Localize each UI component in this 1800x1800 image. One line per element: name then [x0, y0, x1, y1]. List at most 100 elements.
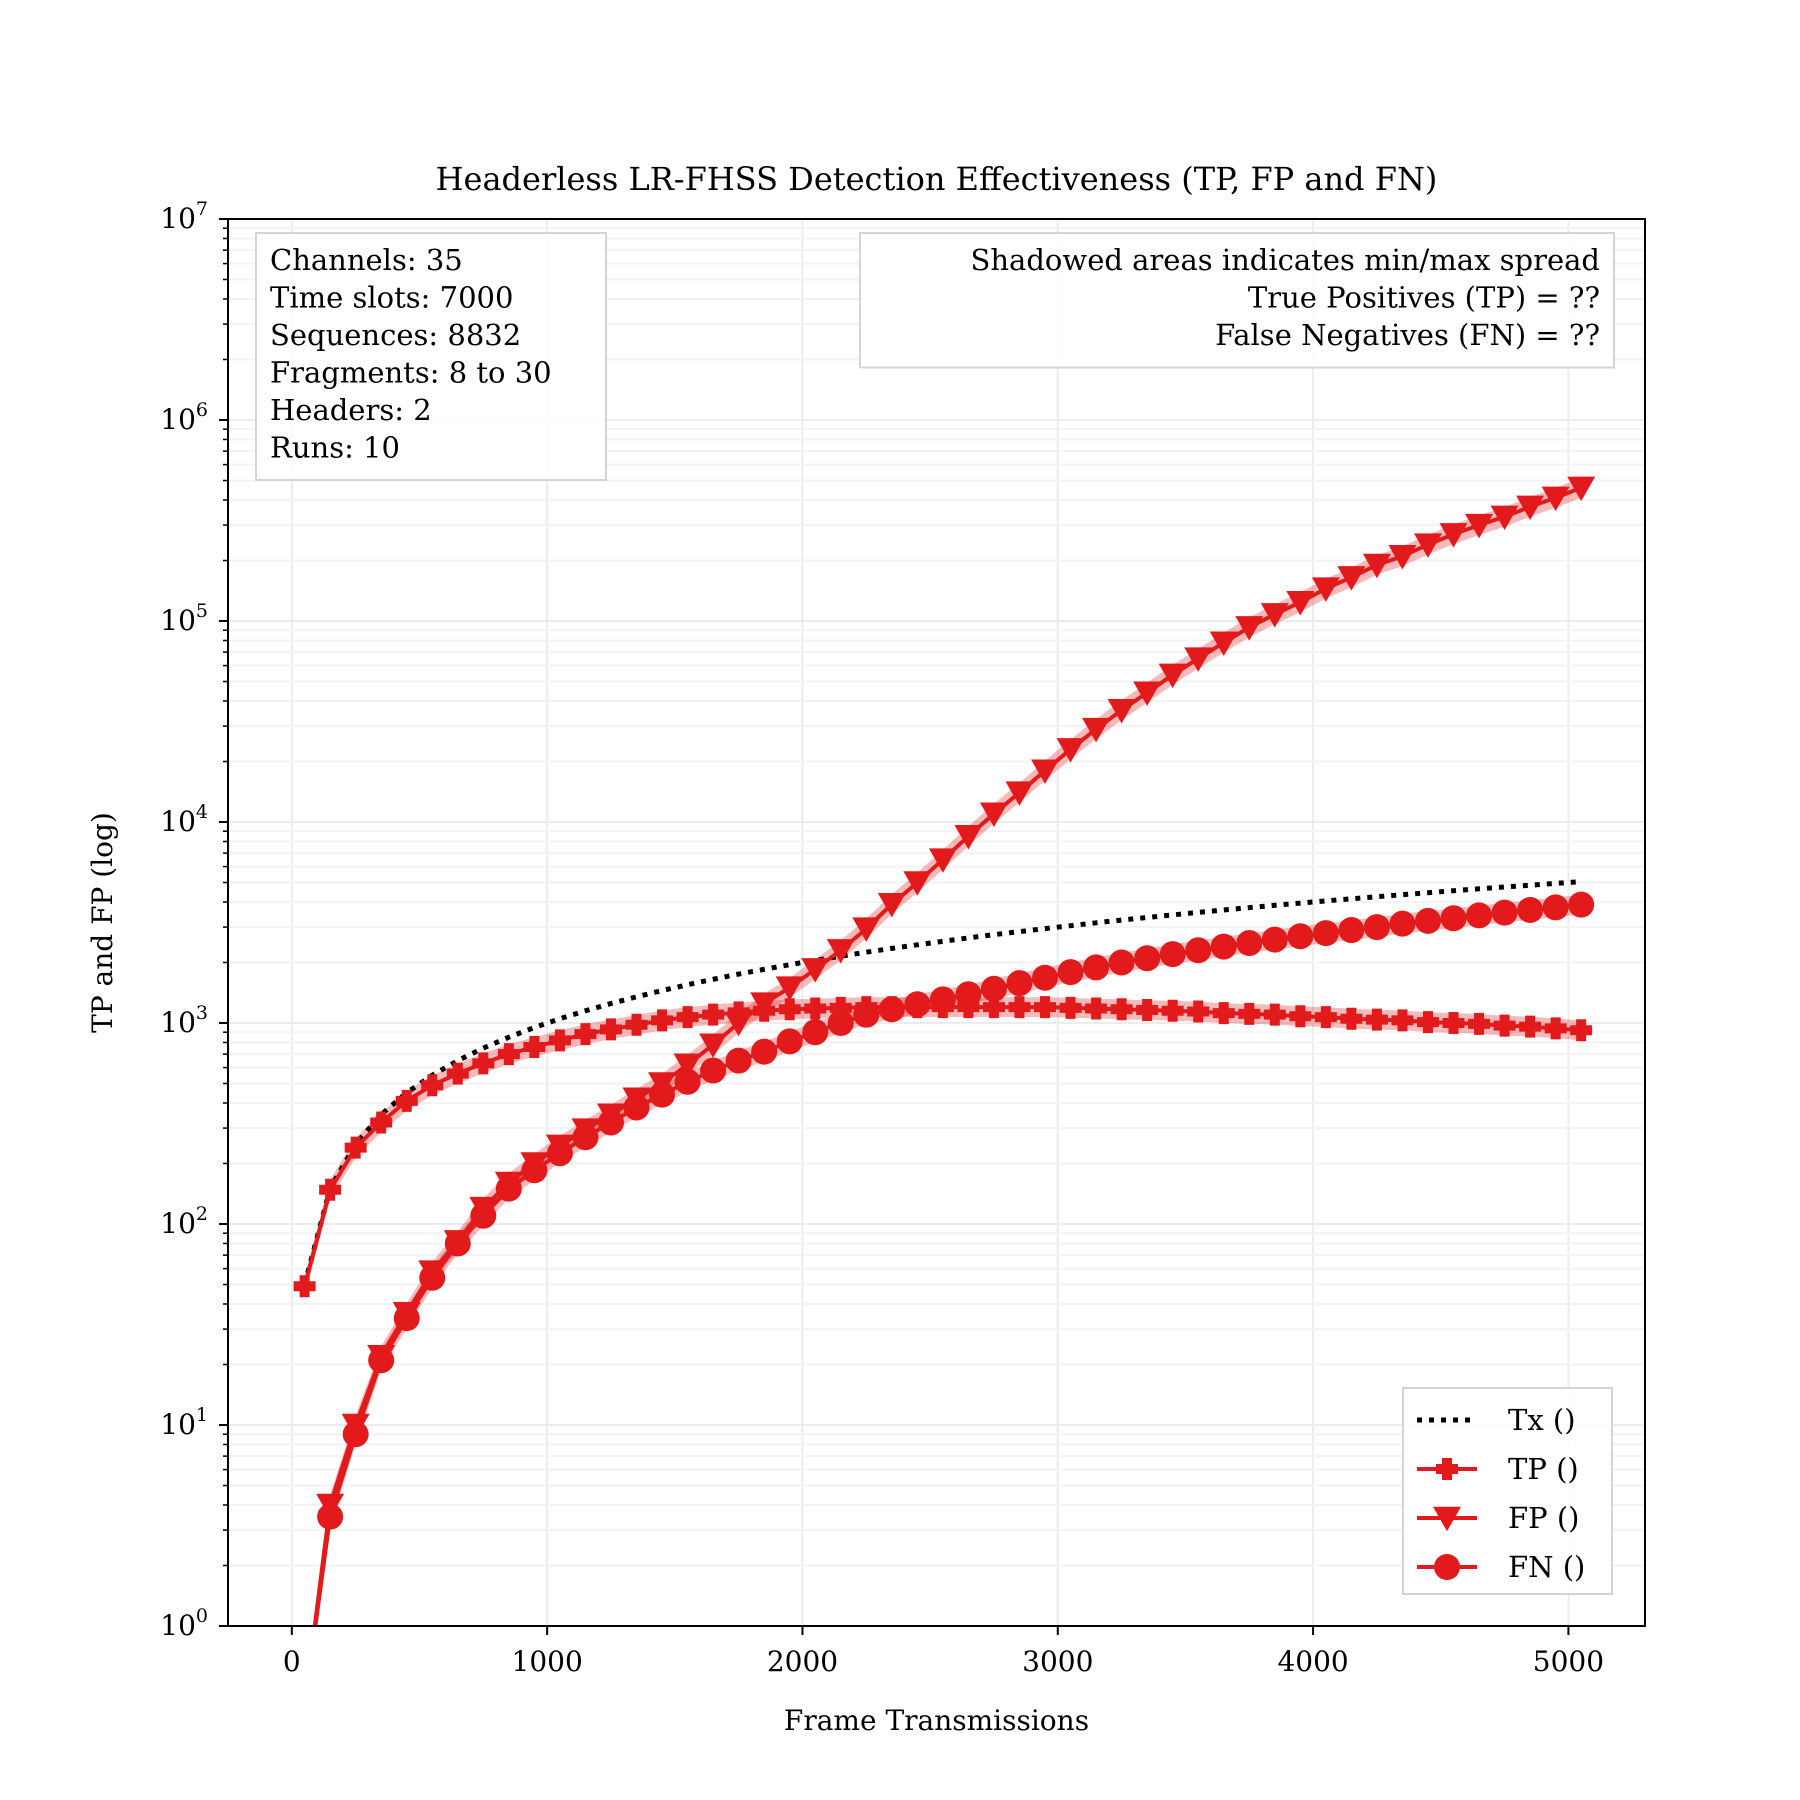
fp-marker: [1184, 647, 1213, 672]
fp-marker: [1235, 616, 1264, 641]
fp-marker: [1388, 545, 1417, 570]
fp-marker: [954, 824, 983, 850]
fn-marker: [1057, 959, 1084, 986]
tp-marker: [829, 996, 852, 1019]
legend-label: TP (): [1508, 1452, 1579, 1486]
fn-marker: [1185, 937, 1212, 964]
fn-marker: [292, 1693, 318, 1719]
tp-marker: [1085, 997, 1108, 1020]
tp-marker: [548, 1029, 571, 1052]
legend-label: FP (): [1508, 1501, 1579, 1535]
fn-marker: [572, 1124, 599, 1151]
tp-marker: [523, 1035, 546, 1058]
fn-marker: [1083, 954, 1110, 981]
fp-marker: [1260, 603, 1289, 628]
fn-marker: [546, 1140, 573, 1167]
fn-marker: [929, 986, 956, 1013]
fp-marker: [673, 1053, 702, 1079]
info-box-notes: Shadowed areas indicates min/max spread T…: [859, 232, 1615, 369]
fn-marker: [495, 1175, 522, 1202]
tp-marker: [472, 1052, 495, 1075]
fn-marker: [1414, 907, 1441, 934]
tp-marker: [1136, 999, 1159, 1022]
fp-marker: [801, 958, 830, 983]
tp-marker: [446, 1062, 469, 1085]
series-fn: [292, 891, 1595, 1719]
fp-marker: [1439, 523, 1468, 548]
x-axis-label: Frame Transmissions: [784, 1704, 1089, 1737]
fn-marker: [342, 1421, 369, 1448]
tp-marker: [1365, 1008, 1388, 1031]
y-tick-label: 104: [160, 801, 208, 838]
fn-marker: [1006, 970, 1033, 997]
fp-marker: [291, 1695, 319, 1720]
fn-marker: [827, 1010, 854, 1036]
y-tick-label: 105: [160, 600, 208, 637]
y-tick-label: 107: [160, 198, 208, 235]
fn-marker: [649, 1081, 676, 1108]
fn-marker: [1287, 923, 1314, 950]
info-box-line: Runs: 10: [270, 431, 400, 465]
fp-marker: [1056, 738, 1085, 763]
fp-marker: [775, 976, 804, 1001]
fp-marker: [1541, 486, 1570, 512]
tp-marker: [1110, 998, 1133, 1021]
tp-marker: [982, 996, 1005, 1019]
fp-marker: [826, 939, 855, 964]
fp-marker: [724, 1011, 753, 1037]
tp-marker: [1436, 1458, 1458, 1480]
fn-marker: [623, 1094, 650, 1121]
tp-marker: [1468, 1012, 1491, 1035]
y-axis-label: TP and FP (log): [86, 812, 119, 1033]
fp-marker: [1286, 591, 1315, 616]
fn-marker: [955, 981, 982, 1008]
x-tick-label: 0: [283, 1645, 301, 1678]
tp-marker: [1570, 1019, 1593, 1042]
tp-marker: [1544, 1017, 1567, 1040]
y-tick-label: 103: [160, 1002, 208, 1039]
tp-marker: [1161, 999, 1184, 1022]
x-tick-label: 1000: [512, 1645, 583, 1678]
tp-marker: [651, 1009, 674, 1032]
info-box-line: Channels: 35: [270, 243, 463, 277]
fp-marker: [1158, 663, 1187, 689]
fp-marker: [699, 1033, 728, 1058]
fp-marker: [1567, 476, 1596, 502]
fn-marker: [980, 975, 1007, 1002]
fp-marker: [1209, 631, 1238, 656]
fn-marker: [802, 1019, 829, 1046]
fn-marker: [1312, 920, 1339, 947]
fp-marker: [1031, 759, 1060, 784]
legend-label: Tx (): [1508, 1403, 1576, 1437]
fn-marker: [700, 1057, 727, 1084]
fp-marker: [1362, 553, 1391, 579]
fp-marker: [903, 871, 932, 896]
fn-marker: [1236, 930, 1263, 957]
tp-marker: [1212, 1002, 1235, 1025]
x-tick-label: 4000: [1277, 1645, 1348, 1678]
fn-marker: [1466, 902, 1493, 929]
fn-marker: [853, 1001, 880, 1028]
tp-marker: [1416, 1011, 1439, 1034]
fn-marker: [444, 1230, 471, 1257]
x-tick-label: 5000: [1533, 1645, 1604, 1678]
tx-line: [302, 879, 1582, 1286]
fp-marker: [979, 802, 1008, 827]
fn-marker: [317, 1503, 344, 1530]
fp-marker: [750, 992, 779, 1017]
fn-marker: [751, 1038, 778, 1065]
tp-marker: [1008, 996, 1031, 1019]
tp-marker: [344, 1136, 367, 1159]
fp-marker: [1082, 717, 1111, 743]
series-fp: [291, 476, 1596, 1720]
fn-marker: [1210, 933, 1237, 960]
tp-marker: [1034, 996, 1057, 1019]
tp-marker: [1238, 1002, 1261, 1025]
fn-marker: [1434, 1554, 1460, 1580]
tp-marker: [1289, 1005, 1312, 1028]
info-box-line: Fragments: 8 to 30: [270, 356, 552, 390]
tp-marker: [1187, 1000, 1210, 1023]
fp-marker: [1516, 495, 1545, 521]
series-tx: [302, 879, 1582, 1286]
